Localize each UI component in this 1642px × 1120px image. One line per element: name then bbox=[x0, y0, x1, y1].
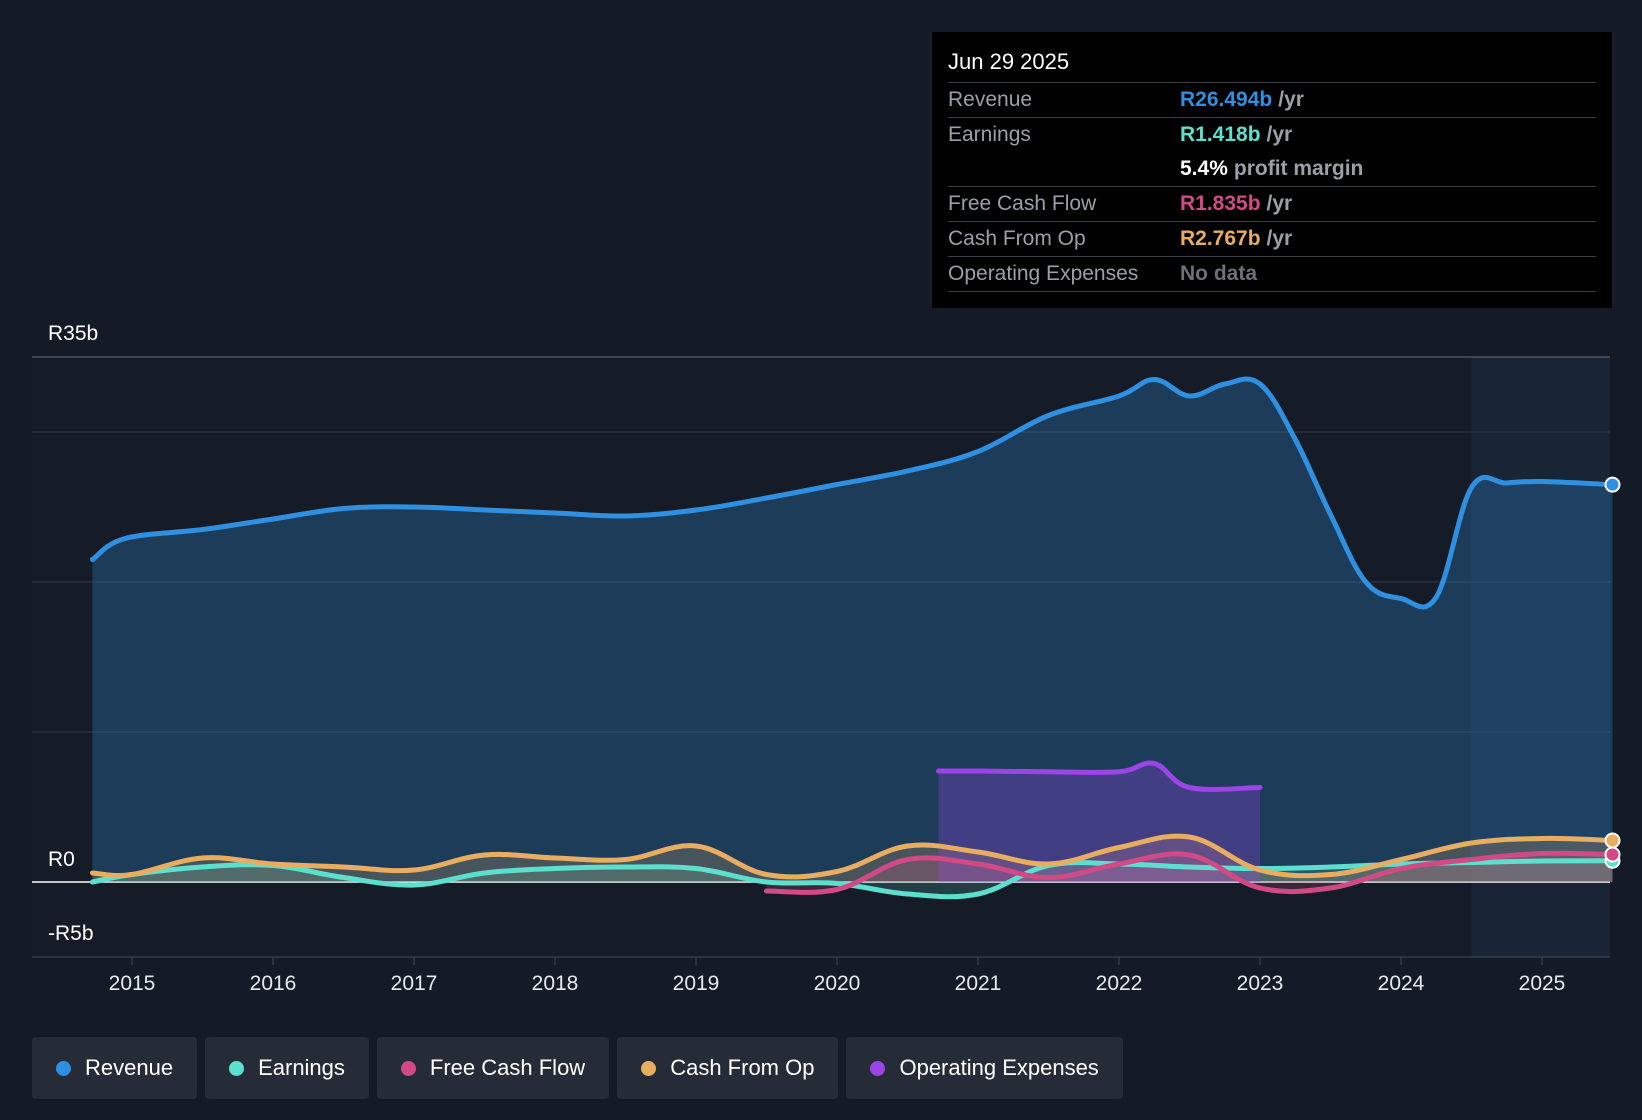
revenue-end-dot bbox=[1604, 476, 1621, 493]
x-tick-label: 2021 bbox=[955, 972, 1002, 995]
free-cash-flow-end-dot bbox=[1604, 846, 1621, 863]
tooltip-row-profit-margin: 5.4% profit margin bbox=[948, 152, 1596, 187]
x-tick-label: 2017 bbox=[391, 972, 438, 995]
operating-expenses-dot-icon bbox=[870, 1060, 886, 1076]
x-tick-label: 2015 bbox=[109, 972, 156, 995]
tooltip-label: Revenue bbox=[948, 88, 1033, 111]
tooltip-row-revenue: Revenue R26.494b /yr bbox=[948, 83, 1596, 118]
y-axis-min-label: -R5b bbox=[48, 922, 94, 945]
legend-label: Operating Expenses bbox=[899, 1055, 1099, 1080]
tooltip-label: Free Cash Flow bbox=[948, 192, 1097, 215]
tooltip-row-operating-expenses: Operating Expenses No data bbox=[948, 257, 1596, 292]
plot-area bbox=[32, 357, 1610, 957]
tooltip-row-earnings: Earnings R1.418b /yr bbox=[948, 118, 1596, 152]
revenue-area bbox=[92, 379, 1613, 882]
x-tick-label: 2023 bbox=[1237, 972, 1284, 995]
tooltip-unit: /yr bbox=[1266, 227, 1293, 250]
tooltip-label: Cash From Op bbox=[948, 227, 1086, 250]
legend-label: Cash From Op bbox=[670, 1055, 815, 1080]
free-cash-flow-line bbox=[764, 850, 1615, 895]
x-tick-label: 2018 bbox=[532, 972, 579, 995]
tooltip-value: R26.494b bbox=[1180, 88, 1273, 111]
legend-item-free-cash-flow[interactable]: Free Cash Flow bbox=[376, 1037, 610, 1099]
hover-tooltip: Jun 29 2025 Revenue R26.494b /yr Earning… bbox=[932, 32, 1612, 308]
tooltip-value: R2.767b bbox=[1180, 227, 1261, 250]
revenue-dot-icon bbox=[56, 1060, 71, 1076]
tooltip-date: Jun 29 2025 bbox=[948, 46, 1596, 83]
legend-label: Free Cash Flow bbox=[429, 1055, 586, 1080]
earnings-line bbox=[90, 858, 1615, 900]
free-cash-flow-dot-icon bbox=[400, 1060, 416, 1076]
legend-label: Revenue bbox=[85, 1055, 174, 1080]
tooltip-row-cash-from-op: Cash From Op R2.767b /yr bbox=[948, 222, 1596, 257]
tooltip-unit: profit margin bbox=[1233, 157, 1364, 180]
y-axis-max-label: R35b bbox=[48, 322, 98, 345]
x-tick-label: 2022 bbox=[1096, 972, 1143, 995]
free-cash-flow-area bbox=[766, 853, 1613, 893]
earnings-dot-icon bbox=[229, 1060, 245, 1076]
chart-legend: Revenue Earnings Free Cash Flow Cash Fro… bbox=[32, 1037, 1123, 1099]
x-tick-label: 2020 bbox=[814, 972, 861, 995]
x-tick-label: 2019 bbox=[673, 972, 720, 995]
legend-label: Earnings bbox=[258, 1055, 345, 1080]
operating-expenses-line bbox=[936, 760, 1263, 792]
legend-item-cash-from-op[interactable]: Cash From Op bbox=[617, 1037, 839, 1099]
tooltip-value: R1.418b bbox=[1180, 123, 1261, 146]
y-axis-zero-label: R0 bbox=[48, 848, 75, 871]
tooltip-label: Operating Expenses bbox=[948, 262, 1139, 285]
tooltip-value: No data bbox=[1180, 262, 1258, 285]
cash-from-op-end-dot bbox=[1604, 832, 1621, 849]
x-tick-label: 2025 bbox=[1519, 972, 1566, 995]
legend-item-operating-expenses[interactable]: Operating Expenses bbox=[846, 1037, 1123, 1099]
tooltip-unit: /yr bbox=[1266, 123, 1293, 146]
revenue-line bbox=[90, 376, 1615, 610]
x-tick-label: 2024 bbox=[1378, 972, 1425, 995]
tooltip-unit: /yr bbox=[1266, 192, 1293, 215]
tooltip-label: Earnings bbox=[948, 123, 1031, 146]
cash-from-op-line bbox=[90, 833, 1615, 880]
tooltip-value: R1.835b bbox=[1180, 192, 1261, 215]
x-tick-label: 2016 bbox=[250, 972, 297, 995]
tooltip-unit: /yr bbox=[1278, 88, 1304, 111]
cash-from-op-dot-icon bbox=[641, 1060, 657, 1076]
legend-item-revenue[interactable]: Revenue bbox=[32, 1037, 198, 1099]
tooltip-value: 5.4% bbox=[1180, 157, 1228, 180]
legend-item-earnings[interactable]: Earnings bbox=[205, 1037, 369, 1099]
tooltip-row-free-cash-flow: Free Cash Flow R1.835b /yr bbox=[948, 187, 1596, 222]
